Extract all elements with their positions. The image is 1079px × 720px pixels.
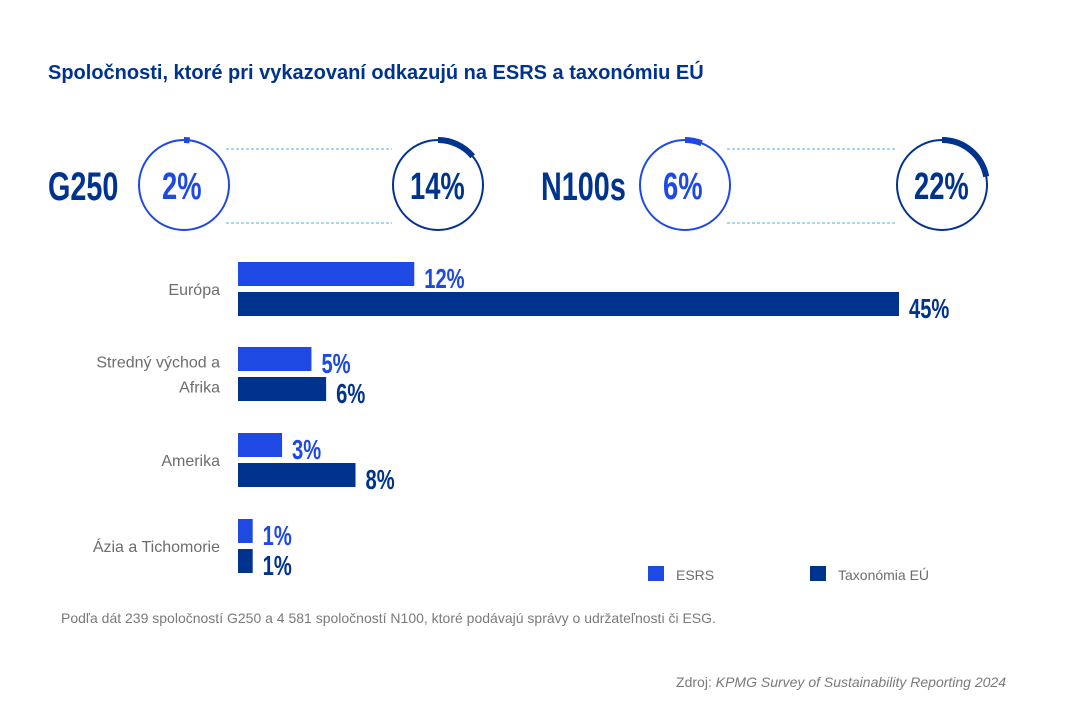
esrs-bar	[238, 433, 283, 457]
taxonomy-donut-value: 14%	[410, 166, 465, 208]
group-label: G250	[48, 164, 118, 209]
legend-label: Taxonómia EÚ	[838, 567, 929, 583]
footnote: Podľa dát 239 spoločností G250 a 4 581 s…	[61, 610, 716, 626]
taxonomy-donut-arc	[941, 137, 990, 178]
category-label: Afrika	[179, 380, 220, 397]
category-label: Ázia a Tichomorie	[93, 537, 220, 556]
legend-swatch-taxonomy	[810, 566, 826, 581]
esrs-bar	[238, 262, 415, 286]
taxonomy-value-label: 45%	[909, 294, 950, 325]
chart-title: Spoločnosti, ktoré pri vykazovaní odkazu…	[48, 62, 704, 84]
legend-label: ESRS	[676, 567, 714, 583]
esrs-donut-arc	[684, 137, 703, 146]
taxonomy-bar	[238, 292, 899, 316]
group-label: N100s	[541, 164, 626, 209]
esrs-bar	[238, 347, 312, 371]
taxonomy-donut-arc	[437, 137, 475, 159]
source: Zdroj: KPMG Survey of Sustainability Rep…	[676, 674, 1006, 690]
esrs-bar	[238, 519, 253, 543]
category-label: Európa	[168, 282, 220, 299]
legend-swatch-esrs	[648, 566, 664, 581]
esrs-value-label: 3%	[292, 435, 321, 466]
taxonomy-value-label: 6%	[336, 379, 365, 410]
category-label: Amerika	[161, 453, 220, 470]
esrs-value-label: 1%	[263, 521, 292, 552]
taxonomy-donut-value: 22%	[914, 166, 969, 208]
taxonomy-bar	[238, 377, 327, 401]
taxonomy-value-label: 1%	[263, 551, 292, 582]
esrs-donut-value: 2%	[162, 166, 202, 208]
esrs-value-label: 12%	[424, 264, 465, 295]
esrs-donut-value: 6%	[663, 166, 703, 208]
source-title: KPMG Survey of Sustainability Reporting …	[715, 674, 1006, 690]
taxonomy-bar	[238, 549, 253, 573]
source-prefix: Zdroj:	[676, 674, 716, 690]
category-label: Stredný východ a	[96, 355, 220, 372]
taxonomy-value-label: 8%	[366, 465, 395, 496]
esrs-value-label: 5%	[321, 349, 350, 380]
taxonomy-bar	[238, 463, 356, 487]
